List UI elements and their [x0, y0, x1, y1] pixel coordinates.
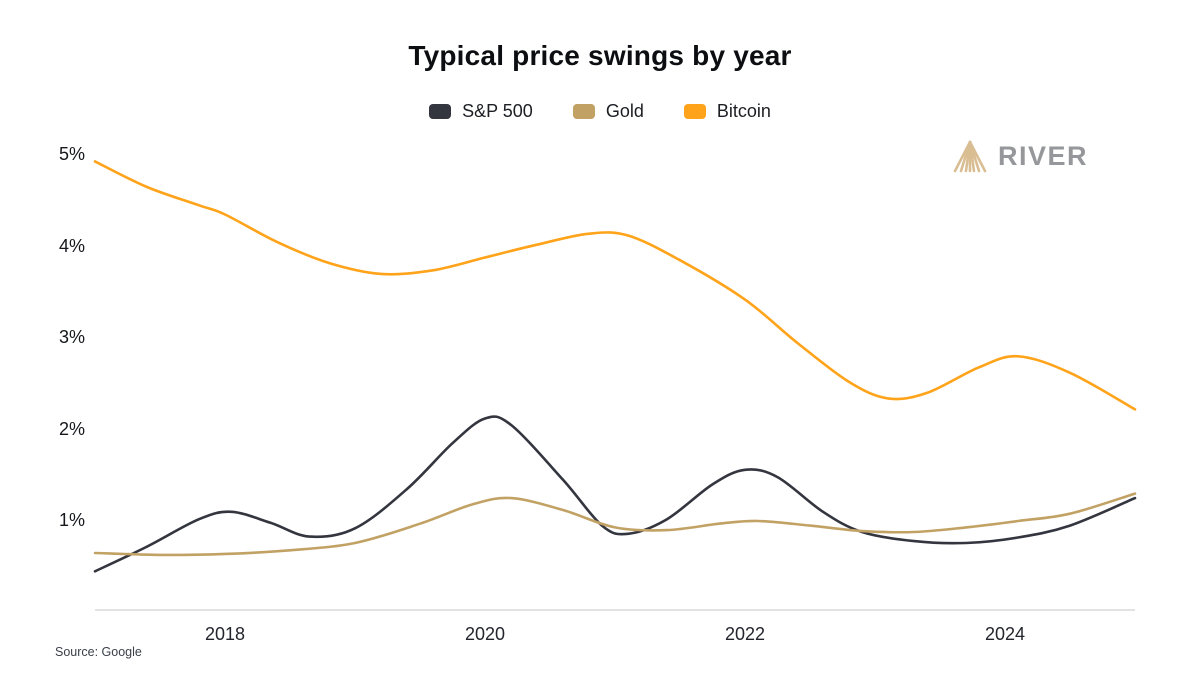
legend-label-bitcoin: Bitcoin	[716, 101, 771, 121]
y-tick-label: 2%	[58, 418, 85, 439]
legend-item-sp500: S&P 500	[429, 101, 533, 122]
x-tick-label: 2024	[984, 624, 1026, 644]
chart-legend: S&P 500 Gold Bitcoin	[0, 101, 1200, 122]
y-tick-label: 3%	[58, 327, 85, 347]
y-tick-label: 4%	[58, 235, 85, 256]
x-tick-label: 2022	[724, 624, 766, 644]
river-rays-icon	[953, 140, 987, 173]
source-note: Source: Google	[55, 645, 142, 659]
x-tick-label: 2020	[464, 624, 506, 644]
river-logo: RIVER	[951, 139, 1088, 173]
chart-title: Typical price swings by year	[408, 40, 792, 71]
series-line-s-p-500	[93, 415, 1137, 573]
series-line-bitcoin	[93, 160, 1137, 411]
y-tick-label: 1%	[58, 510, 85, 530]
river-logo-text: RIVER	[997, 140, 1088, 171]
legend-item-gold: Gold	[572, 101, 644, 122]
y-tick-label: 5%	[58, 144, 85, 164]
x-tick-label: 2018	[204, 624, 246, 644]
legend-swatch-bitcoin	[683, 104, 706, 119]
series-line-gold	[93, 492, 1137, 557]
legend-swatch-gold	[572, 104, 595, 119]
legend-label-gold: Gold	[605, 101, 644, 121]
legend-swatch-sp500	[429, 104, 452, 119]
legend-item-bitcoin: Bitcoin	[683, 101, 771, 122]
legend-label-sp500: S&P 500	[462, 101, 533, 121]
